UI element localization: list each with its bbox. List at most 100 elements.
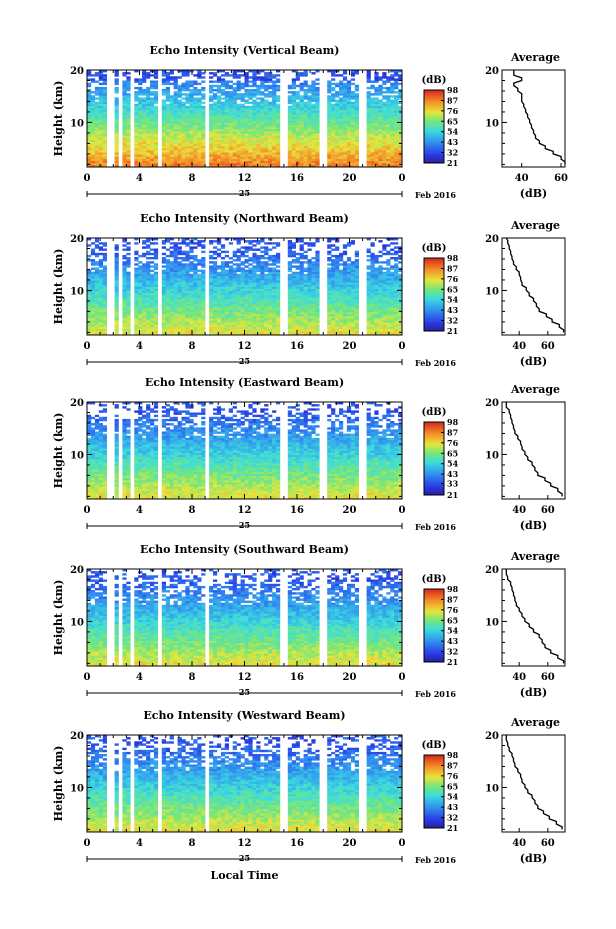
heatmap-cell: [398, 126, 403, 130]
colorbar-swatch: [424, 143, 444, 146]
heatmap-cell: [291, 322, 296, 325]
heatmap-cell: [287, 246, 292, 249]
heatmap-cell: [307, 318, 312, 321]
heatmap-cell: [264, 160, 269, 164]
heatmap-cell: [303, 72, 308, 75]
heatmap-cell: [252, 126, 257, 130]
heatmap-cell: [307, 108, 312, 111]
heatmap-cell: [142, 313, 147, 317]
heatmap-cell: [244, 292, 249, 296]
heatmap-cell: [209, 139, 214, 142]
heatmap-cell: [291, 164, 296, 168]
heatmap-cell: [189, 257, 194, 260]
heatmap-cell: [193, 246, 198, 249]
heatmap-cell: [232, 141, 237, 145]
heatmap-cell: [335, 95, 340, 98]
heatmap-cell: [165, 290, 170, 294]
heatmap-cell: [303, 124, 308, 128]
heatmap-cell: [122, 162, 127, 166]
heatmap-cell: [173, 114, 178, 117]
heatmap-cell: [256, 131, 261, 134]
heatmap-cell: [173, 252, 178, 256]
heatmap-cell: [126, 148, 131, 151]
heatmap-cell: [350, 82, 355, 86]
heatmap-cell: [185, 280, 190, 283]
heatmap-cell: [394, 108, 399, 111]
heatmap-cell: [295, 135, 300, 138]
heatmap-cell: [201, 139, 206, 142]
heatmap-cell: [201, 101, 206, 104]
heatmap-cell: [122, 122, 127, 126]
heatmap-cell: [315, 330, 320, 334]
heatmap-cell: [346, 160, 352, 164]
heatmap-cell: [193, 269, 198, 272]
heatmap-cell: [224, 328, 229, 332]
heatmap-cell: [161, 137, 166, 140]
heatmap-cell: [232, 273, 237, 277]
heatmap-cell: [240, 114, 245, 117]
heatmap-cell: [138, 294, 143, 298]
heatmap-cell: [307, 101, 312, 104]
heatmap-cell: [398, 95, 403, 98]
heatmap-cell: [216, 248, 222, 251]
heatmap-cell: [311, 148, 316, 151]
heatmap-cell: [181, 307, 186, 310]
heatmap-cell: [287, 152, 292, 155]
heatmap-cell: [146, 89, 151, 92]
heatmap-cell: [386, 108, 391, 111]
heatmap-cell: [87, 309, 92, 313]
heatmap-cell: [193, 80, 198, 83]
heatmap-cell: [161, 89, 166, 92]
heatmap-cell: [126, 143, 131, 147]
heatmap-cell: [134, 290, 139, 294]
heatmap-cell: [315, 82, 320, 86]
heatmap-cell: [153, 284, 159, 287]
heatmap-cell: [248, 305, 253, 308]
heatmap-cell: [232, 74, 237, 77]
heatmap-cell: [220, 145, 226, 149]
heatmap-cell: [122, 82, 127, 86]
colorbar-swatch: [424, 155, 444, 158]
heatmap-cell: [311, 301, 316, 304]
heatmap-cell: [268, 322, 273, 325]
heatmap-cell: [335, 154, 340, 157]
heatmap-cell: [291, 326, 296, 329]
heatmap-cell: [177, 252, 182, 256]
heatmap-cell: [153, 80, 159, 83]
heatmap-cell: [311, 320, 316, 323]
heatmap-cell: [213, 261, 218, 264]
heatmap-cell: [153, 158, 159, 161]
heatmap-cell: [165, 248, 170, 251]
heatmap-cell: [173, 278, 178, 281]
heatmap-cell: [150, 70, 155, 73]
heatmap-cell: [260, 303, 265, 306]
heatmap-cell: [315, 273, 320, 277]
heatmap-cell: [165, 254, 170, 258]
heatmap-cell: [197, 114, 202, 117]
heatmap-cell: [114, 332, 119, 336]
heatmap-cell: [150, 282, 155, 285]
heatmap-cell: [311, 284, 316, 287]
heatmap-cell: [350, 101, 355, 104]
heatmap-cell: [315, 122, 320, 126]
heatmap-cell: [378, 129, 383, 132]
heatmap-cell: [114, 124, 119, 128]
heatmap-cell: [201, 292, 206, 296]
heatmap-cell: [311, 326, 316, 329]
heatmap-cell: [311, 143, 316, 147]
heatmap-cell: [94, 122, 100, 126]
heatmap-cell: [303, 108, 308, 111]
heatmap-cell: [220, 244, 226, 247]
heatmap-cell: [248, 332, 253, 336]
heatmap-cell: [224, 309, 229, 313]
heatmap-cell: [122, 282, 127, 285]
heatmap-cell: [216, 240, 222, 243]
heatmap-cell: [276, 131, 281, 134]
heatmap-cell: [295, 152, 300, 155]
heatmap-cell: [102, 257, 107, 260]
heatmap-cell: [248, 135, 253, 138]
heatmap-cell: [248, 129, 253, 132]
heatmap-cell: [189, 152, 194, 155]
heatmap-cell: [339, 93, 344, 96]
heatmap-cell: [169, 101, 174, 104]
